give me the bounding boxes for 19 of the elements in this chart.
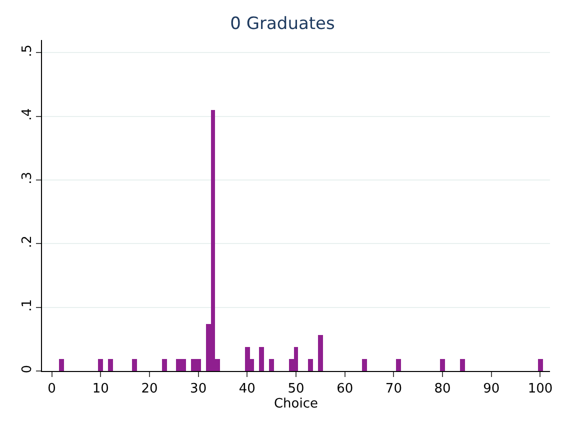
x-tick-label: 10 (92, 382, 109, 397)
x-tick-label: 0 (48, 382, 56, 397)
x-tick-label: 20 (141, 382, 158, 397)
x-tick-label: 90 (483, 382, 500, 397)
y-tick-label: 0 (20, 364, 35, 374)
x-tick-label: 80 (434, 382, 451, 397)
y-tick-label: .5 (20, 44, 35, 57)
y-tick-label: .1 (20, 299, 35, 312)
x-tick-label: 70 (385, 382, 402, 397)
y-tick-label: .4 (20, 108, 35, 121)
x-axis-title: Choice (274, 396, 318, 412)
x-tick-label: 100 (528, 382, 553, 397)
x-tick-label: 60 (336, 382, 354, 397)
chart-title: 0 Graduates (230, 14, 336, 34)
x-tick-label: 40 (238, 382, 256, 397)
y-tick-label: .2 (20, 236, 35, 248)
y-tick-label: .3 (20, 172, 35, 184)
x-tick-label: 50 (288, 382, 304, 397)
x-tick-label: 30 (190, 382, 207, 397)
